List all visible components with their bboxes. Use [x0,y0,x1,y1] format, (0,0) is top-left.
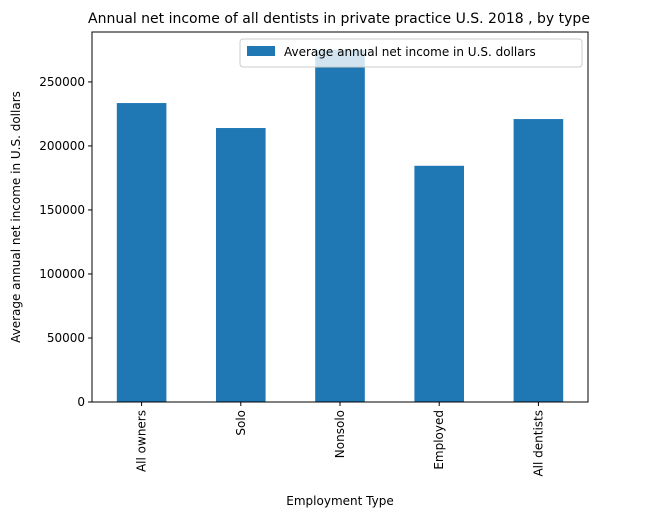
x-axis: All owners Solo Nonsolo Employed All dentist… [135,402,545,477]
chart-title: Annual net income of all dentists in pri… [88,11,590,27]
y-tick-label: 200000 [39,139,85,153]
x-tick-label: Solo [234,410,248,436]
x-axis-label: Employment Type [286,494,393,508]
bar [414,165,464,402]
y-tick-label: 250000 [39,75,85,89]
x-tick-label: Employed [432,410,446,470]
bar [116,103,167,403]
y-tick-label: 150000 [39,203,85,217]
y-tick-label: 100000 [39,267,85,281]
y-axis: 0 50000 100000 150000 200000 250000 [39,75,92,409]
x-tick-label: All owners [135,410,149,472]
legend-box [239,38,583,68]
y-tick-label: 0 [77,395,85,409]
bar [315,49,365,402]
legend-label: Average annual net income in U.S. dollar… [284,45,536,59]
y-axis-label: Average annual net income in U.S. dollar… [9,91,23,343]
bars-group [116,49,564,403]
x-tick-label: Nonsolo [333,410,347,458]
bar [216,128,266,403]
y-tick-label: 50000 [47,331,85,345]
x-tick-label: All dentists [531,410,545,477]
legend: Average annual net income in U.S. dollar… [239,38,583,68]
legend-swatch [247,46,275,56]
bar [513,119,564,402]
